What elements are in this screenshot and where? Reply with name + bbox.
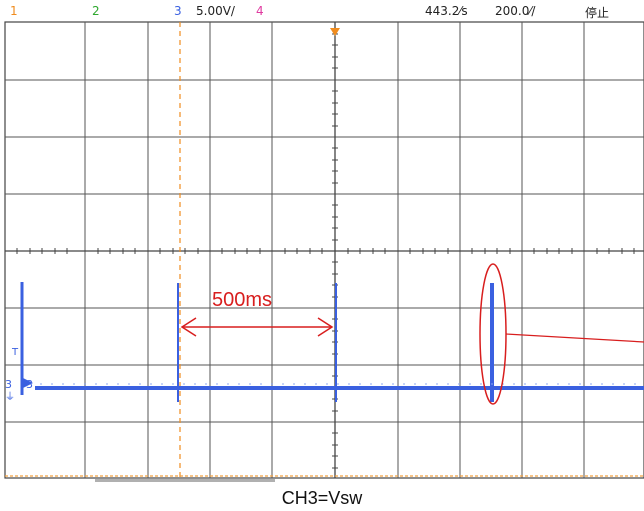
channel-3-side-label: 3	[5, 378, 12, 391]
channel-3-scale: 5.00V/	[196, 4, 235, 18]
channel-3-offset-marker[interactable]: 3	[23, 378, 33, 391]
scope-status-bar: 1 2 3 5.00V/ 4 443.2⁄s 200.0⁄/ 停止	[0, 0, 644, 22]
grid-ticks-horizontal	[16, 248, 635, 254]
screen-border	[4, 21, 644, 479]
channel-3-marker-label: 3	[26, 378, 33, 391]
figure-caption: CH3=Vsw	[281, 488, 363, 508]
ground-icon: ⏚	[5, 391, 15, 403]
timebase-readout: 200.0⁄/	[495, 4, 536, 18]
channel-3-indicator[interactable]: 3	[174, 4, 182, 18]
sample-rate-readout: 443.2⁄s	[425, 4, 468, 18]
trigger-level-label: T	[11, 347, 19, 358]
channel-4-indicator[interactable]: 4	[256, 4, 264, 18]
callout-leader-line	[505, 333, 644, 343]
interval-label: 500ms	[212, 289, 272, 311]
trigger-position-marker[interactable]	[330, 28, 340, 36]
channel-2-indicator[interactable]: 2	[92, 4, 100, 18]
grid-vertical	[84, 22, 585, 478]
run-status: 停止	[585, 6, 610, 20]
channel-3-trace	[20, 282, 644, 402]
grid-horizontal	[5, 79, 644, 423]
interval-arrow	[180, 317, 334, 337]
timeline-scrollbar[interactable]	[95, 479, 275, 482]
grid-center-axes	[5, 22, 644, 478]
channel-1-indicator[interactable]: 1	[10, 4, 18, 18]
